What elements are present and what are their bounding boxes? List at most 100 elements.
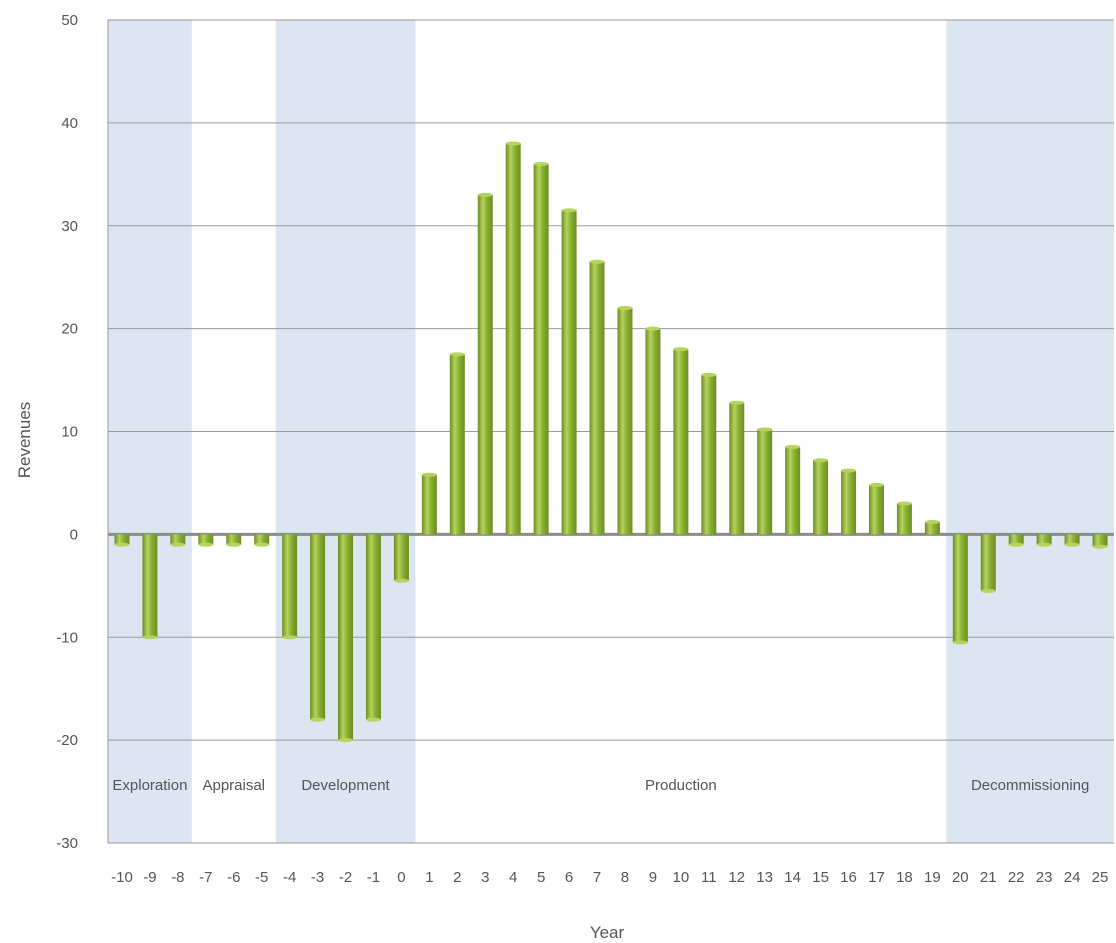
phase-label-development: Development bbox=[301, 777, 390, 794]
bar-year-16 bbox=[841, 470, 857, 535]
bar-cap-year--6 bbox=[226, 542, 242, 547]
x-axis-label: Year bbox=[590, 923, 625, 942]
phase-label-production: Production bbox=[645, 777, 717, 794]
bar-cap-year-22 bbox=[1008, 542, 1024, 547]
y-tick-label: 0 bbox=[70, 526, 78, 543]
x-tick-label: 5 bbox=[537, 869, 545, 886]
x-tick-label: -10 bbox=[111, 869, 133, 886]
bar-year-19 bbox=[924, 522, 940, 535]
bar-cap-year-14 bbox=[785, 444, 801, 449]
bar-cap-year-23 bbox=[1036, 542, 1052, 547]
bar-year-12 bbox=[729, 402, 745, 535]
bar-year-17 bbox=[868, 484, 884, 535]
x-tick-label: 4 bbox=[509, 869, 517, 886]
bar-year--1 bbox=[365, 534, 381, 720]
x-tick-label: 3 bbox=[481, 869, 489, 886]
x-tick-label: 22 bbox=[1008, 869, 1025, 886]
x-tick-label: 7 bbox=[593, 869, 601, 886]
bar-year--4 bbox=[282, 534, 298, 638]
bar-year-22 bbox=[1008, 534, 1024, 545]
y-tick-label: 20 bbox=[61, 321, 78, 338]
x-tick-label: 14 bbox=[784, 869, 801, 886]
bar-cap-year--8 bbox=[170, 542, 186, 547]
bar-year--9 bbox=[142, 534, 158, 638]
bar-cap-year--1 bbox=[365, 717, 381, 722]
y-tick-label: -20 bbox=[56, 732, 78, 749]
bar-cap-year-19 bbox=[924, 520, 940, 525]
x-tick-label: -9 bbox=[143, 869, 156, 886]
bar-year-10 bbox=[673, 349, 689, 535]
bar-cap-year-18 bbox=[896, 501, 912, 506]
x-tick-label: 16 bbox=[840, 869, 857, 886]
bar-year-14 bbox=[785, 446, 801, 535]
bar-year-21 bbox=[980, 534, 996, 591]
bar-year--8 bbox=[170, 534, 186, 545]
bar-year-4 bbox=[505, 143, 521, 535]
x-tick-label: 20 bbox=[952, 869, 969, 886]
bar-cap-year-3 bbox=[477, 192, 493, 197]
bar-cap-year-24 bbox=[1064, 542, 1080, 547]
bar-year-23 bbox=[1036, 534, 1052, 545]
bar-cap-year--10 bbox=[114, 542, 130, 547]
x-tick-label: 1 bbox=[425, 869, 433, 886]
x-tick-labels: -10 -9 -8 -7 -6 -5 -4 -3 -2 -1 0 1 2 3 4 5 6 7 8 9 10 11 12 13 1… bbox=[111, 869, 1108, 886]
bar-year-13 bbox=[757, 429, 773, 535]
bar-cap-year-10 bbox=[673, 347, 689, 352]
bar-cap-year-17 bbox=[868, 482, 884, 487]
y-tick-label: -30 bbox=[56, 835, 78, 852]
y-tick-label: 50 bbox=[61, 12, 78, 29]
bar-year-2 bbox=[449, 354, 465, 535]
bar-cap-year-6 bbox=[561, 208, 577, 213]
bar-year-11 bbox=[701, 374, 717, 535]
bar-year--6 bbox=[226, 534, 242, 545]
bar-cap-year-25 bbox=[1092, 544, 1108, 549]
y-tick-labels: 50 40 30 20 10 0 -10 -20 -30 bbox=[56, 12, 78, 852]
bar-cap-year-5 bbox=[533, 162, 549, 167]
x-tick-label: 23 bbox=[1036, 869, 1053, 886]
bar-cap-year--2 bbox=[338, 738, 354, 743]
bar-cap-year-8 bbox=[617, 306, 633, 311]
bar-year--5 bbox=[254, 534, 270, 545]
bar-cap-year-9 bbox=[645, 326, 661, 331]
bar-year-20 bbox=[952, 534, 968, 643]
bar-year-5 bbox=[533, 164, 549, 535]
phase-label-exploration: Exploration bbox=[112, 777, 187, 794]
x-tick-label: 8 bbox=[621, 869, 629, 886]
bar-year-8 bbox=[617, 308, 633, 535]
y-tick-label: 10 bbox=[61, 424, 78, 441]
bar-year-6 bbox=[561, 210, 577, 535]
bar-cap-year-4 bbox=[505, 141, 521, 146]
bar-cap-year-20 bbox=[952, 640, 968, 645]
bar-year-0 bbox=[393, 534, 409, 581]
x-tick-label: 6 bbox=[565, 869, 573, 886]
bar-cap-year--3 bbox=[310, 717, 326, 722]
bar-year-9 bbox=[645, 328, 661, 535]
x-tick-label: 0 bbox=[397, 869, 405, 886]
x-tick-label: 2 bbox=[453, 869, 461, 886]
phase-label-appraisal: Appraisal bbox=[202, 777, 265, 794]
x-tick-label: 21 bbox=[980, 869, 997, 886]
bar-year-3 bbox=[477, 194, 493, 535]
bar-year--7 bbox=[198, 534, 214, 545]
y-tick-label: 30 bbox=[61, 218, 78, 235]
x-tick-label: -2 bbox=[339, 869, 352, 886]
bar-cap-year--9 bbox=[142, 635, 158, 640]
bar-cap-year-21 bbox=[980, 588, 996, 593]
x-tick-label: 13 bbox=[756, 869, 773, 886]
bar-year-1 bbox=[421, 474, 437, 535]
bar-cap-year-15 bbox=[813, 458, 829, 463]
bar-year-25 bbox=[1092, 534, 1108, 547]
x-tick-label: 17 bbox=[868, 869, 885, 886]
x-tick-label: -5 bbox=[255, 869, 268, 886]
x-tick-label: 11 bbox=[701, 869, 717, 886]
bar-year-24 bbox=[1064, 534, 1080, 545]
x-tick-label: -4 bbox=[283, 869, 296, 886]
bar-cap-year-16 bbox=[841, 468, 857, 473]
x-tick-label: 9 bbox=[649, 869, 657, 886]
x-tick-label: -3 bbox=[311, 869, 324, 886]
bar-cap-year-1 bbox=[421, 472, 437, 477]
bar-cap-year-13 bbox=[757, 427, 773, 432]
phase-labels: Exploration Appraisal Development Productio… bbox=[112, 777, 1089, 794]
x-tick-label: 19 bbox=[924, 869, 941, 886]
